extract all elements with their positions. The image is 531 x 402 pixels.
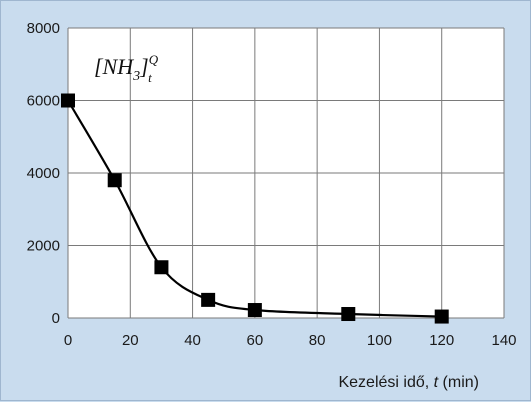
y-tick-label-2000: 2000 [27,238,60,255]
grid [67,27,505,319]
x-tick-label-100: 100 [367,332,392,349]
x-tick-label-40: 40 [184,332,201,349]
annotation-base: [NH [94,54,134,79]
x-tick-label-0: 0 [64,332,72,349]
data-point-60 [247,303,262,318]
x-tick-label-120: 120 [429,332,454,349]
x-axis-title-var: t [434,374,439,391]
x-axis-title-suffix: (min) [438,374,479,391]
annotation-close: ] [139,54,149,79]
series-markers [61,93,449,324]
data-point-45 [201,292,216,307]
y-tick-label-6000: 6000 [27,93,60,110]
x-tick-label-80: 80 [309,332,326,349]
y-tick-label-0: 0 [52,310,60,327]
data-point-15 [107,173,122,188]
y-tick-label-4000: 4000 [27,165,60,182]
data-point-0 [61,93,75,108]
data-point-90 [341,307,356,322]
data-point-30 [154,260,169,275]
x-tick-label-20: 20 [122,332,139,349]
x-axis-title-prefix: Kezelési idő, [338,374,433,391]
data-point-120 [434,309,449,324]
tick-labels: 0 20 40 60 80 100 120 140 0 2000 4000 6000 8000 [27,20,517,349]
x-tick-label-60: 60 [247,332,264,349]
y-tick-label-8000: 8000 [27,20,60,37]
x-tick-label-140: 140 [491,332,516,349]
annotation-subscript-t: t [148,70,152,85]
annotation-nh3: [NH3]Q t [94,52,159,85]
x-axis-title: Kezelési idő, t (min) [338,374,479,391]
annotation-sup: Q [149,52,159,67]
annotation-sub: 3 [132,69,140,84]
